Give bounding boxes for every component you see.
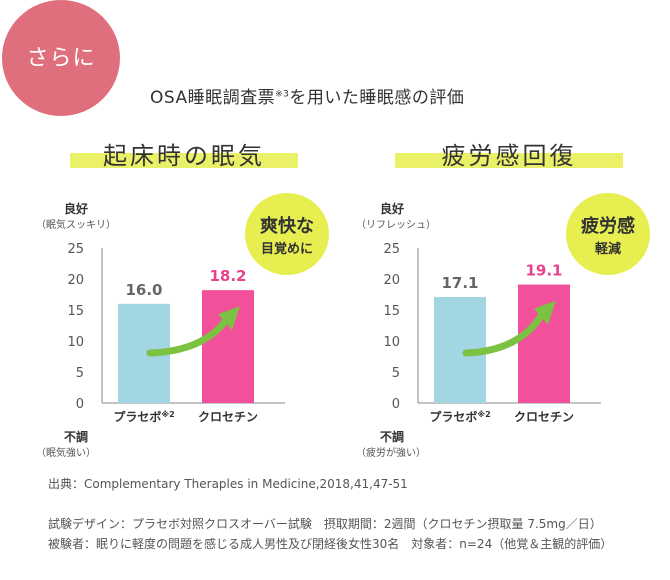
y-tick-label: 15 xyxy=(383,304,400,319)
y-tick-label: 10 xyxy=(383,335,400,350)
trend-arrow xyxy=(462,311,546,357)
callout-1-line1: 爽快な xyxy=(260,216,314,237)
source-citation: 出典：Complementary Theraples in Medicine,2… xyxy=(48,477,408,491)
bar-crocetin xyxy=(518,284,570,403)
y-tick-label: 0 xyxy=(76,397,84,412)
y-tick-label: 10 xyxy=(67,335,84,350)
callout-2-line2: 軽減 xyxy=(594,242,621,257)
y-tick-label: 25 xyxy=(383,242,400,257)
title-highlight xyxy=(395,153,623,168)
y-top-sub-2: （リフレッシュ） xyxy=(356,220,436,231)
badge-text: さらに xyxy=(26,46,96,71)
trend-arrow xyxy=(146,316,230,357)
y-tick-label: 5 xyxy=(76,366,84,381)
y-bottom-sub-2: （疲労が強い） xyxy=(356,448,426,459)
callout-2-line1: 疲労感 xyxy=(581,216,635,237)
y-top-label-2: 良好 xyxy=(380,202,405,216)
y-tick-label: 20 xyxy=(383,273,400,288)
data-label: 19.1 xyxy=(525,262,562,280)
x-tick-label: クロセチン xyxy=(198,410,258,424)
callout-bubble-1: 爽快な 目覚めに xyxy=(245,193,329,275)
data-label: 17.1 xyxy=(441,274,478,292)
subjects-note: 被験者：眠りに軽度の問題を感じる成人男性及び閉経後女性30名 対象者：n=24（… xyxy=(48,537,613,551)
trend-arrow-head xyxy=(218,306,240,331)
data-label: 16.0 xyxy=(125,281,162,299)
chart-title-2-text: 疲労感回復 xyxy=(441,142,577,170)
chart-title-2: 疲労感回復 xyxy=(395,136,623,170)
survey-title-note: ※3 xyxy=(275,89,290,100)
y-tick-label: 0 xyxy=(392,397,400,412)
y-tick-label: 20 xyxy=(67,273,84,288)
bar-crocetin xyxy=(202,290,254,403)
y-tick-label: 15 xyxy=(67,304,84,319)
title-highlight xyxy=(70,153,298,168)
survey-title: OSA睡眠調査票※3を用いた睡眠感の評価 xyxy=(150,83,464,108)
x-tick-label: プラセボ※2 xyxy=(113,409,174,424)
x-tick-note: ※2 xyxy=(477,409,490,419)
data-label: 18.2 xyxy=(209,267,246,285)
callout-bubble-2: 疲労感 軽減 xyxy=(566,193,650,275)
callout-1-line2: 目覚めに xyxy=(260,242,313,257)
y-top-sub-1: （眠気スッキリ） xyxy=(36,220,116,231)
x-tick-label: プラセボ※2 xyxy=(429,409,490,424)
survey-title-text: OSA睡眠調査票 xyxy=(150,88,276,108)
chart-title-1: 起床時の眠気 xyxy=(70,136,298,170)
y-top-label-1: 良好 xyxy=(64,202,89,216)
survey-title-text2: を用いた睡眠感の評価 xyxy=(289,88,465,108)
y-bottom-label-1: 不調 xyxy=(64,430,89,444)
chart-2-svg: 0 5 10 15 20 25 17.1 プラセボ※2 19.1 クロセチン xyxy=(383,242,601,424)
y-bottom-sub-1: （眠気強い） xyxy=(36,448,96,459)
study-design-note: 試験デザイン：プラセボ対照クロスオーバー試験 摂取期間：2週間（クロセチン摂取量… xyxy=(48,517,602,531)
y-tick-label: 5 xyxy=(392,366,400,381)
y-tick-label: 25 xyxy=(67,242,84,257)
y-bottom-label-2: 不調 xyxy=(380,430,405,444)
chart-title-1-text: 起床時の眠気 xyxy=(103,142,265,170)
x-tick-label: クロセチン xyxy=(514,410,574,424)
chart-1-svg: 0 5 10 15 20 25 16.0 プラセボ※2 18.2 クロセチン xyxy=(67,242,285,424)
x-tick-note: ※2 xyxy=(161,409,174,419)
badge: さらに xyxy=(2,0,120,116)
trend-arrow-head xyxy=(534,300,556,325)
